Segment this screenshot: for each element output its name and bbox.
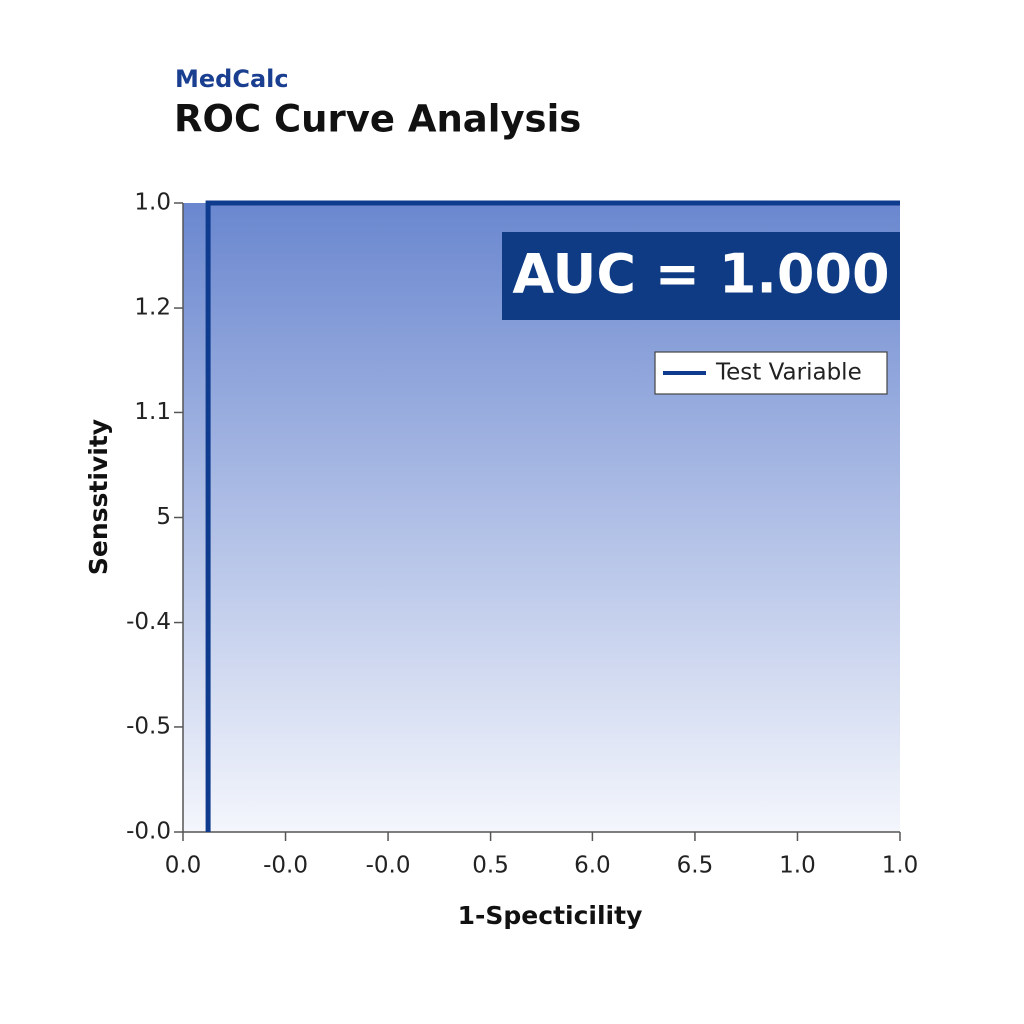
x-tick-label: 0.0 xyxy=(165,853,202,879)
legend-label: Test Variable xyxy=(715,360,862,386)
x-tick-label: 6.5 xyxy=(677,853,714,879)
x-tick-label: -0.0 xyxy=(366,853,411,879)
chart-title: ROC Curve Analysis xyxy=(174,98,581,141)
x-tick-label: 6.0 xyxy=(574,853,611,879)
y-tick-label: 1.1 xyxy=(134,399,171,425)
x-tick-label: 1.0 xyxy=(779,853,816,879)
y-axis-title: Sensstivity xyxy=(84,419,113,575)
x-axis-title: 1-Specticility xyxy=(458,901,643,930)
roc-curve xyxy=(205,200,900,832)
y-tick-label: -0.4 xyxy=(126,609,171,635)
annotation: AUC = 1.000 xyxy=(512,243,889,306)
y-tick-label: -0.0 xyxy=(126,819,171,845)
x-tick-label: 0.5 xyxy=(472,853,509,879)
y-tick-label: 5 xyxy=(156,504,171,530)
y-tick-label: -0.5 xyxy=(126,713,171,739)
x-tick-label: -0.0 xyxy=(263,853,308,879)
y-tick-label: 1.0 xyxy=(134,190,171,216)
y-tick-label: 1.2 xyxy=(134,295,171,321)
x-tick-label: 1.0 xyxy=(882,853,919,879)
annotation-box xyxy=(502,232,900,320)
brand: MedCalc xyxy=(175,65,289,93)
